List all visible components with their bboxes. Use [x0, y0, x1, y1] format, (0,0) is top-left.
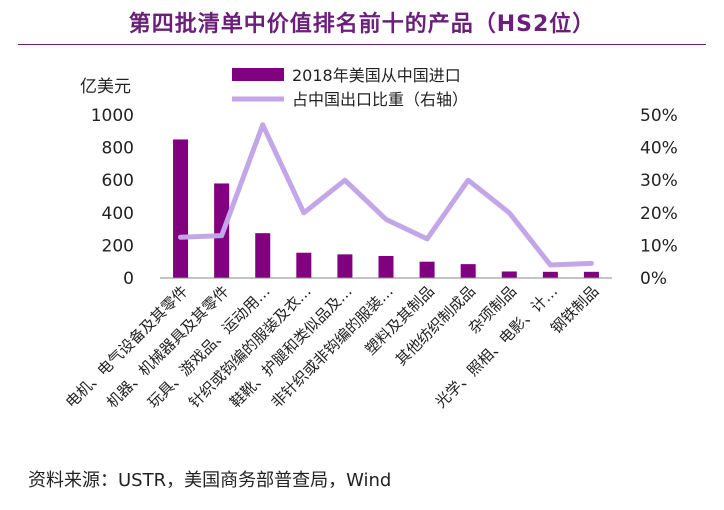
bar	[296, 252, 312, 278]
right-tick-label: 40%	[640, 139, 678, 159]
right-tick-label: 10%	[640, 236, 678, 256]
legend-line-label: 占中国出口比重（右轴）	[292, 90, 468, 109]
left-tick-label: 800	[102, 139, 134, 159]
bar	[460, 264, 476, 278]
right-axis-ticks: 0% 10% 20% 30% 40% 50%	[640, 106, 678, 289]
bar	[378, 255, 394, 278]
right-tick-label: 0%	[640, 269, 667, 289]
left-tick-label: 400	[102, 204, 134, 224]
left-axis-ticks: 0 200 400 600 800 1000	[91, 106, 134, 289]
left-tick-label: 0	[123, 269, 134, 289]
chart-title: 第四批清单中价值排名前十的产品（HS2位）	[128, 12, 596, 37]
legend-bar-label: 2018年美国从中国进口	[292, 66, 461, 85]
bar	[173, 139, 189, 278]
line-series	[178, 122, 594, 268]
left-tick-label: 200	[102, 236, 134, 256]
right-tick-label: 50%	[640, 106, 678, 126]
source-note: 资料来源：USTR，美国商务部普查局，Wind	[28, 470, 392, 491]
right-tick-label: 20%	[640, 204, 678, 224]
bar	[419, 261, 435, 278]
legend: 2018年美国从中国进口 占中国出口比重（右轴）	[232, 66, 468, 109]
line-path	[178, 122, 594, 268]
bar-series	[173, 139, 599, 278]
bar	[337, 254, 353, 278]
category-labels: 电机、电气设备及其零件机器、机械器具及其零件玩具、游戏品、运动用…针织或钩编的服…	[62, 282, 602, 411]
legend-bar-swatch	[232, 68, 284, 81]
right-tick-label: 30%	[640, 171, 678, 191]
bar	[542, 271, 558, 278]
left-tick-label: 1000	[91, 106, 134, 126]
bar	[501, 271, 517, 278]
bar	[583, 271, 599, 278]
y-axis-label: 亿美元	[80, 77, 131, 97]
title-underline	[18, 44, 706, 45]
bar	[255, 233, 271, 278]
left-tick-label: 600	[102, 171, 134, 191]
